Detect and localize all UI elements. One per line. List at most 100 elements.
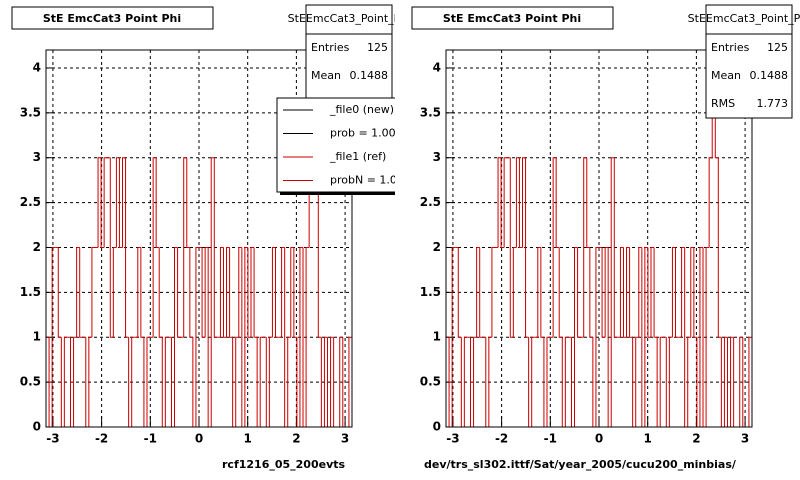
x-tick-label: -3 bbox=[446, 432, 459, 446]
histogram-bin bbox=[253, 247, 258, 338]
histogram-bin bbox=[131, 336, 135, 427]
histogram-bin bbox=[491, 246, 495, 338]
x-tick-label: 0 bbox=[195, 432, 203, 446]
stats-value: 0.1488 bbox=[750, 69, 789, 82]
histogram-bin bbox=[155, 157, 160, 248]
y-tick-label: 0 bbox=[33, 420, 41, 434]
histogram-bin bbox=[687, 336, 691, 427]
histogram-bin bbox=[287, 336, 291, 427]
histogram-bin bbox=[589, 247, 593, 338]
histogram-bin bbox=[186, 157, 190, 248]
panel: 0 0.5 1 1.5 2 2.5 3 3.5 4 -3 -2 -1 0 1 2 3 StE EmcCat3 P… bbox=[411, 4, 800, 471]
legend-label: _file0 (new) bbox=[329, 103, 394, 116]
histogram-bin bbox=[317, 157, 322, 338]
histogram-bin bbox=[653, 247, 658, 338]
histogram-bin bbox=[76, 246, 80, 338]
histogram-bin bbox=[189, 247, 193, 338]
histogram-bin bbox=[222, 247, 227, 338]
histogram-bin bbox=[503, 157, 508, 248]
y-tick-label: 1.5 bbox=[20, 285, 41, 299]
histogram-bin bbox=[723, 336, 728, 427]
histogram-bin bbox=[125, 157, 129, 338]
histogram-bin bbox=[699, 246, 704, 427]
histogram-bin bbox=[57, 247, 62, 338]
histogram-bin bbox=[583, 157, 587, 338]
histogram-bin bbox=[115, 157, 120, 248]
y-tick-label: 3.5 bbox=[420, 105, 441, 119]
histogram-bin bbox=[693, 247, 697, 338]
histogram-bin bbox=[158, 247, 163, 338]
histogram-bin bbox=[690, 246, 694, 338]
x-tick-label: -2 bbox=[495, 432, 508, 446]
histogram-bin bbox=[635, 336, 639, 427]
histogram-bin bbox=[268, 336, 273, 427]
histogram-bin bbox=[281, 246, 285, 338]
x-tick-label: 0 bbox=[595, 432, 603, 446]
stats-value: 0.1488 bbox=[350, 69, 389, 82]
histogram-bin bbox=[671, 246, 676, 338]
histogram-bin bbox=[293, 247, 297, 338]
histogram-bin bbox=[247, 247, 252, 338]
x-tick-label: 2 bbox=[692, 432, 700, 446]
histogram-bin bbox=[140, 247, 144, 338]
stats-label: RMS bbox=[711, 97, 735, 110]
x-tick-label: -2 bbox=[95, 432, 108, 446]
histogram-bin bbox=[299, 246, 304, 427]
histogram-bin bbox=[647, 247, 652, 338]
histogram-bin bbox=[619, 246, 624, 338]
histogram-bin bbox=[681, 246, 685, 338]
title-box bbox=[411, 6, 614, 30]
histogram-bin bbox=[708, 157, 713, 248]
y-tick-label: 3.5 bbox=[20, 105, 41, 119]
histogram-bin bbox=[103, 157, 108, 248]
histogram-bin bbox=[564, 336, 569, 427]
stats-label: Mean bbox=[311, 69, 341, 82]
histogram-bin bbox=[244, 246, 248, 427]
y-tick-label: 2.5 bbox=[420, 195, 441, 209]
histogram-bin bbox=[213, 157, 218, 338]
chart-title: StE EmcCat3 Point Phi bbox=[43, 12, 181, 25]
y-tick-label: 4 bbox=[433, 60, 441, 74]
histogram-bin bbox=[204, 246, 209, 338]
histogram-bin bbox=[717, 157, 722, 338]
stats-label: Entries bbox=[311, 41, 350, 54]
histogram-bin bbox=[457, 247, 462, 338]
x-tick-label: 1 bbox=[644, 432, 652, 446]
histogram-bin bbox=[275, 247, 279, 338]
histogram-bin bbox=[259, 336, 264, 427]
y-tick-label: 3 bbox=[433, 150, 441, 164]
y-tick-label: 4 bbox=[33, 60, 41, 74]
legend-box bbox=[276, 97, 395, 193]
plot-frame-border bbox=[445, 49, 753, 428]
histogram-bin bbox=[235, 336, 239, 427]
histogram-bin bbox=[668, 336, 673, 427]
histogram-bin bbox=[622, 247, 627, 338]
stats-name: StEEmcCat3_Point_Phi bbox=[288, 12, 395, 25]
panel: 0 0.5 1 1.5 2 2.5 3 3.5 4 -3 -2 -1 0 1 2 3 StE EmcCat3 P… bbox=[11, 4, 395, 471]
histogram-bin bbox=[122, 157, 126, 248]
footer-label: rcf1216_05_200evts bbox=[222, 458, 346, 471]
histogram-bin bbox=[219, 246, 224, 338]
plot-frame-border bbox=[45, 49, 353, 428]
histogram-bin bbox=[512, 246, 517, 338]
y-tick-label: 3 bbox=[33, 150, 41, 164]
histogram-bin bbox=[552, 157, 557, 338]
stats-name: StEEmcCat3_Point_Phi bbox=[688, 12, 800, 25]
y-tick-label: 1 bbox=[33, 330, 41, 344]
y-tick-label: 0.5 bbox=[420, 375, 441, 389]
stats-value: 125 bbox=[767, 41, 788, 54]
histogram-bin bbox=[238, 246, 242, 338]
histogram-bin bbox=[626, 246, 630, 338]
histogram-bin bbox=[91, 246, 95, 338]
x-tick-label: -1 bbox=[544, 432, 557, 446]
histogram-bin bbox=[183, 157, 187, 338]
histogram-bin bbox=[555, 157, 560, 248]
histogram-bin bbox=[100, 157, 105, 248]
histogram-bin bbox=[164, 336, 169, 427]
x-tick-label: 3 bbox=[341, 432, 349, 446]
x-tick-label: 3 bbox=[741, 432, 749, 446]
y-tick-label: 0.5 bbox=[20, 375, 41, 389]
histogram-bin bbox=[537, 246, 541, 338]
histogram-bin bbox=[79, 247, 83, 338]
histogram-bin bbox=[330, 336, 334, 427]
